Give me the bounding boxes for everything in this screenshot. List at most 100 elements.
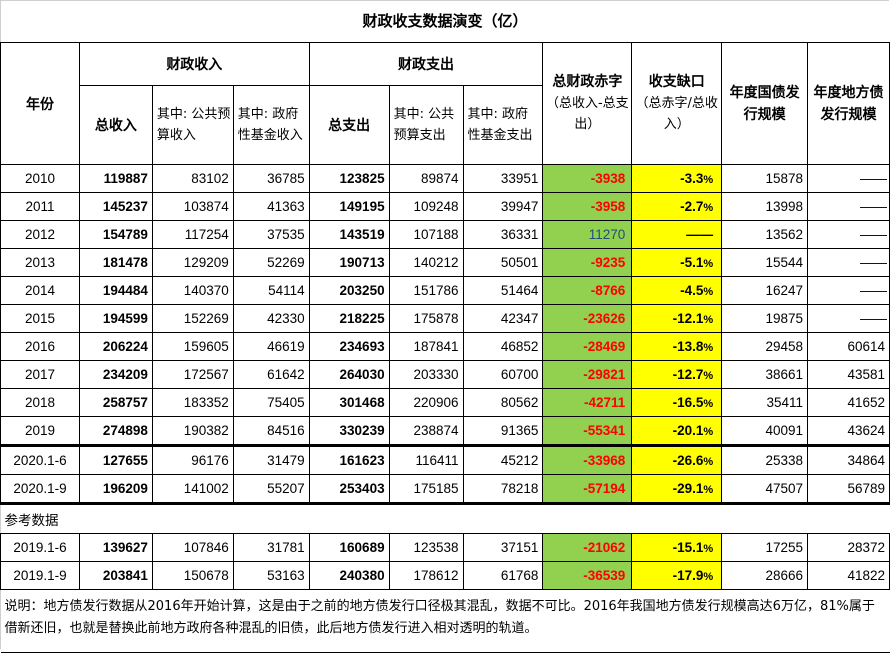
gap-cell: -26.6% (631, 444, 723, 475)
total-expenditure-cell: 160689 (308, 533, 390, 562)
note-row: 说明：地方债发行数据从2016年开始计算，这是由于之前的地方债发行口径极其混乱，… (0, 589, 890, 653)
national-debt-cell: 15544 (721, 248, 809, 277)
header-gov-fund-revenue: 其中: 政府性基金收入 (232, 85, 310, 165)
national-debt-cell: 17255 (721, 533, 809, 562)
gap-value: -15.1 (672, 540, 704, 555)
public-budget-revenue-cell: 159605 (151, 332, 234, 361)
national-debt-cell: 13998 (721, 192, 809, 221)
total-expenditure-cell: 330239 (308, 416, 390, 446)
gov-fund-expenditure-cell: 51464 (462, 276, 544, 305)
year-cell: 2015 (0, 304, 80, 333)
percent-sign: % (703, 286, 714, 298)
public-budget-expenditure-cell: 238874 (388, 416, 464, 446)
gov-fund-revenue-cell: 52269 (232, 248, 310, 277)
gov-fund-expenditure-cell: 61768 (462, 561, 544, 590)
year-cell: 2020.1-6 (0, 444, 80, 475)
table-row: 2011 145237 103874 41363 149195 109248 39947 -3… (0, 192, 890, 221)
total-expenditure-cell: 264030 (308, 360, 390, 389)
gov-fund-expenditure-cell: 80562 (462, 388, 544, 417)
deficit-cell: -42711 (542, 388, 633, 417)
public-budget-revenue-cell: 140370 (151, 276, 234, 305)
table-title: 财政收支数据演变（亿） (0, 0, 890, 43)
table-row: 2010 119887 83102 36785 123825 89874 33951 -393… (0, 164, 890, 193)
total-revenue-cell: 258757 (78, 388, 153, 417)
header-deficit: 总财政赤字 （总收入-总支出） (542, 42, 633, 165)
gap-cell: -13.8% (631, 332, 723, 361)
local-debt-cell: 41822 (807, 561, 890, 590)
national-debt-cell: 19875 (721, 304, 809, 333)
public-budget-expenditure-cell: 107188 (388, 220, 464, 249)
gov-fund-expenditure-cell: 39947 (462, 192, 544, 221)
total-expenditure-cell: 253403 (308, 474, 390, 504)
deficit-cell: -55341 (542, 416, 633, 446)
header-total-revenue: 总收入 (78, 85, 153, 165)
local-debt-cell: 34864 (807, 444, 890, 475)
gap-cell: -3.3% (631, 164, 723, 193)
percent-sign: % (703, 314, 714, 326)
deficit-cell: -3938 (542, 164, 633, 193)
public-budget-expenditure-cell: 203330 (388, 360, 464, 389)
public-budget-expenditure-cell: 220906 (388, 388, 464, 417)
year-cell: 2012 (0, 220, 80, 249)
national-debt-cell: 38661 (721, 360, 809, 389)
national-debt-cell: 47507 (721, 474, 809, 504)
percent-sign: % (703, 258, 714, 270)
gov-fund-revenue-cell: 31781 (232, 533, 310, 562)
table-row: 2015 194599 152269 42330 218225 175878 42347 -2… (0, 304, 890, 333)
total-revenue-cell: 206224 (78, 332, 153, 361)
year-cell: 2013 (0, 248, 80, 277)
gov-fund-revenue-cell: 36785 (232, 164, 310, 193)
gap-cell: -20.1% (631, 416, 723, 446)
gov-fund-revenue-cell: 42330 (232, 304, 310, 333)
gov-fund-revenue-cell: 55207 (232, 474, 310, 504)
gap-value: -3.3 (680, 171, 704, 186)
public-budget-expenditure-cell: 187841 (388, 332, 464, 361)
gov-fund-expenditure-cell: 37151 (462, 533, 544, 562)
public-budget-expenditure-cell: 178612 (388, 561, 464, 590)
total-revenue-cell: 139627 (78, 533, 153, 562)
gap-cell: -4.5% (631, 276, 723, 305)
deficit-cell: -9235 (542, 248, 633, 277)
gap-value: -20.1 (672, 423, 704, 438)
year-cell: 2011 (0, 192, 80, 221)
table-row: 2012 154789 117254 37535 143519 107188 36331 11… (0, 220, 890, 249)
total-revenue-cell: 194484 (78, 276, 153, 305)
year-cell: 2019.1-9 (0, 561, 80, 590)
public-budget-expenditure-cell: 175185 (388, 474, 464, 504)
total-expenditure-cell: 123825 (308, 164, 390, 193)
gov-fund-expenditure-cell: 50501 (462, 248, 544, 277)
table-row: 2019 274898 190382 84516 330239 238874 91365 -5… (0, 416, 890, 446)
gap-cell: -16.5% (631, 388, 723, 417)
gov-fund-expenditure-cell: 33951 (462, 164, 544, 193)
total-revenue-cell: 145237 (78, 192, 153, 221)
local-debt-cell: —— (807, 248, 890, 277)
header-gov-fund-expenditure: 其中: 政府性基金支出 (462, 85, 544, 165)
year-cell: 2019 (0, 416, 80, 446)
percent-sign: % (703, 543, 714, 555)
gap-value: -26.6 (672, 453, 704, 468)
table-row: 2018 258757 183352 75405 301468 220906 80562 -4… (0, 388, 890, 417)
header-revenue-group: 财政收入 (78, 42, 310, 86)
deficit-cell: -21062 (542, 533, 633, 562)
percent-sign: % (703, 456, 714, 468)
percent-sign: % (703, 484, 714, 496)
percent-sign: % (703, 174, 714, 186)
year-cell: 2019.1-6 (0, 533, 80, 562)
local-debt-cell: 56789 (807, 474, 890, 504)
local-debt-cell: —— (807, 192, 890, 221)
total-expenditure-cell: 161623 (308, 444, 390, 475)
header-deficit-title: 总财政赤字 (552, 74, 623, 90)
percent-sign: % (703, 571, 714, 583)
year-cell: 2010 (0, 164, 80, 193)
gap-value: -12.1 (672, 311, 704, 326)
public-budget-expenditure-cell: 116411 (388, 444, 464, 475)
table-row: 2019.1-6 139627 107846 31781 160689 123538 371… (0, 533, 890, 562)
deficit-cell: -57194 (542, 474, 633, 504)
gap-value: -2.7 (680, 199, 704, 214)
national-debt-cell: 16247 (721, 276, 809, 305)
national-debt-cell: 13562 (721, 220, 809, 249)
public-budget-expenditure-cell: 123538 (388, 533, 464, 562)
gov-fund-revenue-cell: 84516 (232, 416, 310, 446)
header-local-debt: 年度地方债发行规模 (807, 42, 890, 165)
year-cell: 2016 (0, 332, 80, 361)
